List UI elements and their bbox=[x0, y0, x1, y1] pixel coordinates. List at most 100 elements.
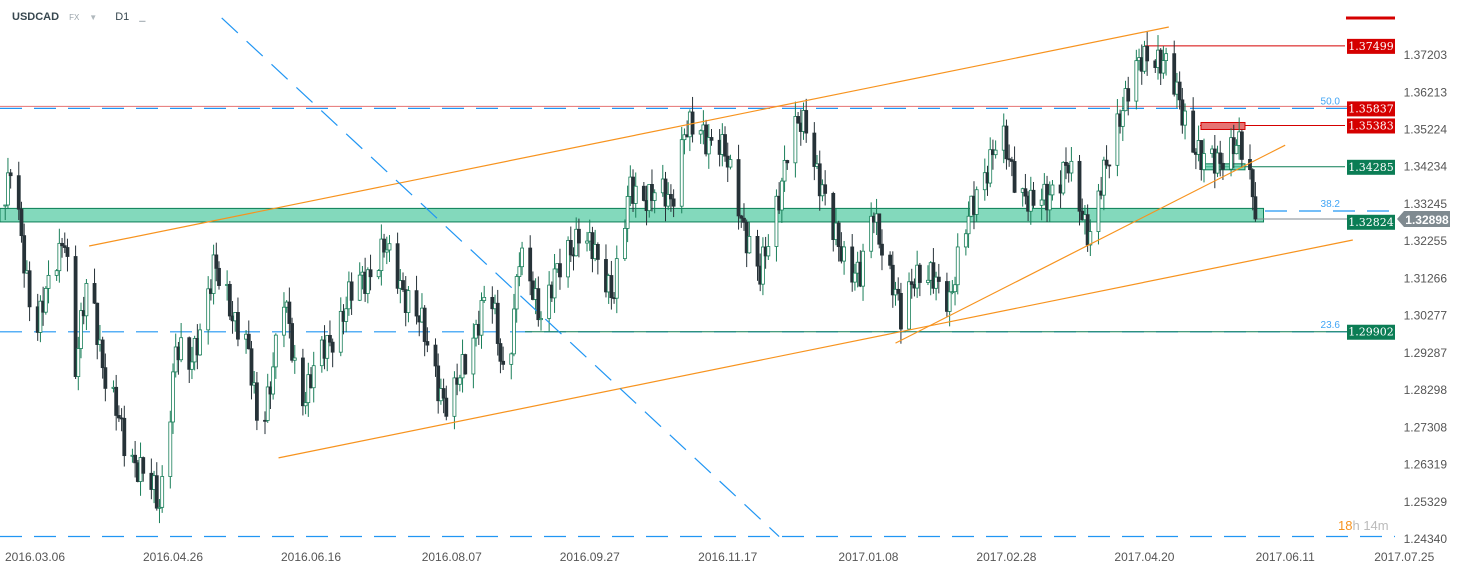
candle-down bbox=[641, 185, 646, 201]
candle-up bbox=[907, 281, 911, 330]
symbol-label[interactable]: USDCAD bbox=[12, 11, 60, 23]
candle-up bbox=[271, 366, 276, 395]
market-dropdown-icon[interactable]: ▼ bbox=[89, 12, 98, 22]
price-label-box bbox=[1347, 214, 1395, 230]
current-price-tag bbox=[1397, 210, 1450, 227]
candle-up bbox=[84, 283, 89, 317]
candle-down bbox=[1064, 161, 1068, 166]
candle-down bbox=[1031, 189, 1036, 206]
candle-up bbox=[338, 310, 343, 353]
candle-down bbox=[16, 175, 21, 210]
price-label-box bbox=[1347, 38, 1395, 54]
candle-down bbox=[890, 264, 895, 296]
candle-up bbox=[206, 288, 211, 331]
candle-down bbox=[1239, 131, 1244, 160]
price-label: 1.35837 bbox=[1348, 102, 1394, 115]
candle-down bbox=[755, 236, 760, 267]
candle-down bbox=[936, 276, 941, 282]
y-tick-label: 1.29287 bbox=[1404, 346, 1448, 360]
candle-down bbox=[300, 357, 305, 407]
x-tick-label: 2016.04.26 bbox=[143, 550, 203, 564]
candle-countdown: 18h 14m bbox=[1338, 518, 1389, 533]
candle-down bbox=[19, 208, 24, 237]
candle-down bbox=[92, 283, 97, 304]
candle-up bbox=[517, 266, 522, 277]
candle-up bbox=[471, 337, 476, 375]
candle-up bbox=[1115, 113, 1120, 166]
candle-up bbox=[934, 276, 938, 289]
candle-up bbox=[344, 308, 349, 322]
candle-down bbox=[1221, 162, 1225, 170]
timeframe-dropdown-icon[interactable]: ▁ bbox=[139, 12, 146, 22]
candle-down bbox=[425, 341, 430, 346]
y-tick-label: 1.25329 bbox=[1404, 495, 1448, 509]
candle-down bbox=[401, 280, 405, 291]
candle-up bbox=[1039, 199, 1044, 206]
candle-up bbox=[585, 240, 589, 244]
candle-down bbox=[723, 134, 727, 157]
candle-up bbox=[6, 172, 10, 206]
candle-down bbox=[1177, 81, 1182, 101]
candle-up bbox=[679, 139, 684, 207]
candle-up bbox=[950, 291, 955, 294]
candle-down bbox=[817, 163, 822, 197]
trendline-blue bbox=[221, 17, 780, 537]
candle-down bbox=[836, 222, 841, 248]
candle-up bbox=[357, 274, 362, 301]
x-tick-label: 2016.03.06 bbox=[5, 550, 65, 564]
y-tick-label: 1.28298 bbox=[1404, 383, 1448, 397]
candle-up bbox=[512, 308, 516, 355]
x-tick-label: 2017.02.28 bbox=[976, 550, 1036, 564]
candle-up bbox=[966, 215, 971, 235]
resistance-box bbox=[1200, 121, 1246, 130]
candle-up bbox=[306, 374, 311, 404]
candle-up bbox=[853, 272, 857, 283]
candle-up bbox=[698, 130, 703, 135]
candle-up bbox=[682, 134, 687, 141]
candles bbox=[3, 31, 1258, 524]
candle-down bbox=[1191, 110, 1196, 153]
candle-down bbox=[917, 264, 922, 283]
y-tick-label: 1.36213 bbox=[1404, 85, 1448, 99]
candle-up bbox=[782, 160, 787, 182]
price-label: 1.34285 bbox=[1348, 161, 1394, 174]
countdown-hours: 18 bbox=[1338, 518, 1352, 533]
candle-up bbox=[406, 290, 411, 313]
candle-up bbox=[706, 137, 711, 155]
candle-up bbox=[509, 353, 514, 365]
y-tick-label: 1.32255 bbox=[1404, 234, 1448, 248]
candle-up bbox=[482, 296, 487, 301]
candle-up bbox=[666, 194, 671, 207]
candle-down bbox=[444, 397, 449, 417]
candle-down bbox=[669, 194, 673, 200]
candle-down bbox=[227, 283, 232, 317]
candle-up bbox=[46, 274, 51, 289]
candle-down bbox=[804, 110, 809, 134]
candle-up bbox=[861, 250, 865, 287]
candle-down bbox=[671, 198, 676, 207]
candle-up bbox=[1061, 161, 1066, 194]
candle-down bbox=[103, 367, 108, 389]
candle-up bbox=[963, 233, 968, 248]
x-tick-label: 2016.09.27 bbox=[560, 550, 620, 564]
candle-up bbox=[552, 268, 557, 299]
y-tick-label: 1.35224 bbox=[1404, 122, 1448, 136]
candle-up bbox=[3, 204, 8, 207]
candle-up bbox=[974, 189, 979, 215]
candle-down bbox=[395, 243, 400, 289]
candle-down bbox=[896, 288, 901, 294]
trendline-orange bbox=[278, 239, 1353, 459]
candle-down bbox=[909, 281, 914, 285]
price-label: 1.37499 bbox=[1348, 40, 1394, 53]
y-tick-label: 1.24340 bbox=[1404, 532, 1448, 546]
timeframe-label[interactable]: D1 bbox=[115, 11, 130, 23]
candle-down bbox=[495, 302, 500, 344]
candle-up bbox=[869, 215, 874, 252]
candle-up bbox=[547, 284, 552, 319]
candle-down bbox=[1172, 53, 1177, 95]
candle-down bbox=[1012, 161, 1017, 193]
candle-down bbox=[382, 238, 386, 253]
candle-up bbox=[566, 240, 570, 278]
candle-down bbox=[414, 290, 419, 317]
